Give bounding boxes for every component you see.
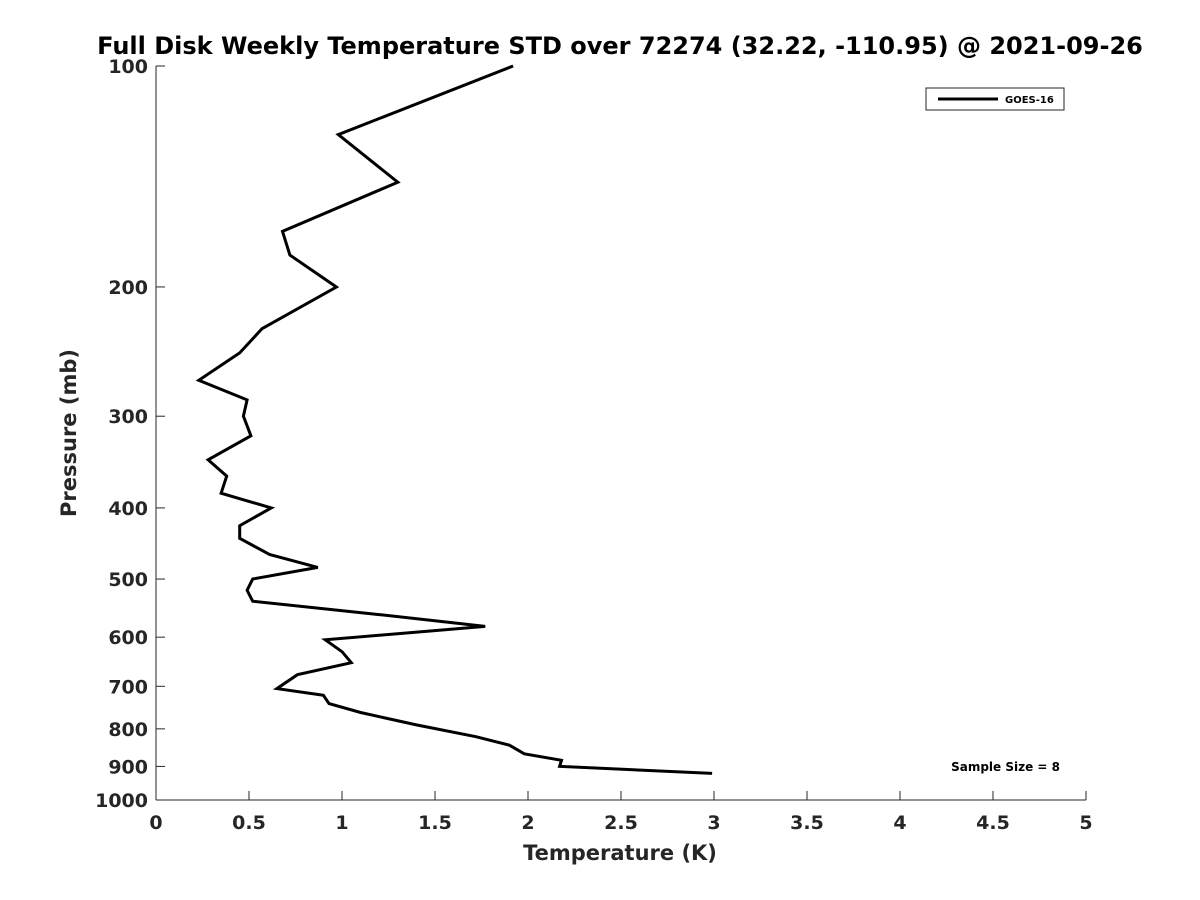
- x-tick-label: 2: [521, 812, 534, 834]
- y-tick-label: 100: [108, 56, 148, 78]
- y-tick-label: 700: [108, 676, 148, 698]
- y-tick-label: 600: [108, 627, 148, 649]
- x-axis: 0 0.5 1 1.5 2 2.5 3 3.5 4 4.5 5: [149, 791, 1093, 834]
- x-tick-label: 5: [1079, 812, 1092, 834]
- y-axis: 100 200 300 400 500 600 700 800 900 1000: [95, 56, 165, 812]
- x-tick-label: 0: [149, 812, 162, 834]
- y-tick-label: 400: [108, 498, 148, 520]
- x-tick-label: 1.5: [418, 812, 452, 834]
- x-tick-label: 3.5: [790, 812, 824, 834]
- y-axis-label: Pressure (mb): [57, 349, 81, 517]
- legend-label: GOES-16: [1005, 95, 1054, 106]
- x-tick-label: 3: [707, 812, 720, 834]
- y-tick-label: 900: [108, 756, 148, 778]
- y-tick-label: 300: [108, 406, 148, 428]
- x-tick-label: 0.5: [232, 812, 266, 834]
- chart-title: Full Disk Weekly Temperature STD over 72…: [97, 32, 1143, 60]
- x-axis-label: Temperature (K): [523, 841, 717, 865]
- y-tick-label: 200: [108, 277, 148, 299]
- x-tick-label: 1: [335, 812, 348, 834]
- y-tick-label: 800: [108, 719, 148, 741]
- y-tick-label: 500: [108, 569, 148, 591]
- x-tick-label: 4.5: [976, 812, 1010, 834]
- x-tick-label: 4: [893, 812, 906, 834]
- y-tick-label: 1000: [95, 790, 148, 812]
- series-line-0: [195, 64, 713, 775]
- sample-size-annotation: Sample Size = 8: [951, 760, 1060, 774]
- x-tick-label: 2.5: [604, 812, 638, 834]
- series-layer: [195, 64, 713, 775]
- legend: GOES-16: [925, 87, 1065, 111]
